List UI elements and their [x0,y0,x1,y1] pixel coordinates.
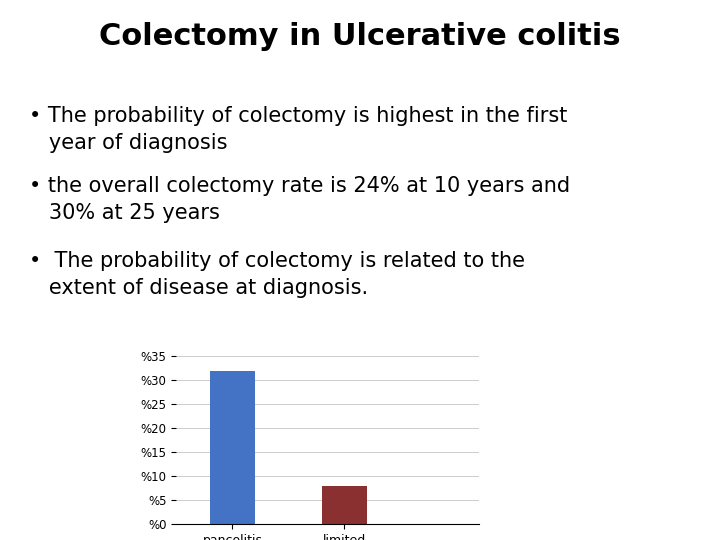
Text: •  The probability of colectomy is related to the
   extent of disease at diagno: • The probability of colectomy is relate… [29,251,525,298]
Text: • the overall colectomy rate is 24% at 10 years and
   30% at 25 years: • the overall colectomy rate is 24% at 1… [29,176,570,223]
Text: • The probability of colectomy is highest in the first
   year of diagnosis: • The probability of colectomy is highes… [29,106,567,153]
Bar [210,371,255,524]
Text: Colectomy in Ulcerative colitis: Colectomy in Ulcerative colitis [99,22,621,51]
Bar [322,485,366,524]
